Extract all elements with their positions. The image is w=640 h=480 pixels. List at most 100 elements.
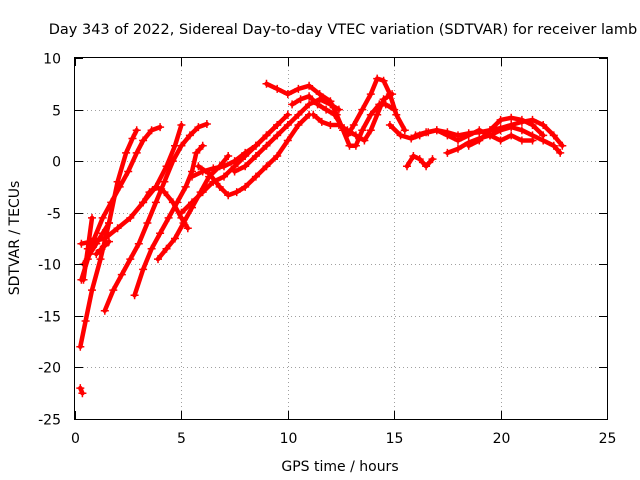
data-point — [188, 172, 196, 181]
data-point — [109, 286, 118, 295]
data-point — [496, 126, 505, 135]
data-point — [122, 148, 131, 157]
data-point — [262, 162, 271, 171]
data-point — [330, 110, 339, 119]
data-point — [128, 134, 137, 143]
axis-ticks: 0 5 10 15 20 25 -25 -20 -15 -10 -5 0 5 10 — [38, 52, 616, 448]
data-point — [251, 172, 260, 181]
series-line — [94, 239, 112, 257]
data-point — [539, 121, 548, 129]
data-point — [124, 167, 133, 176]
series-track-10 — [139, 182, 192, 233]
series-track-23 — [411, 126, 537, 145]
y-tick-label: -25 — [38, 413, 61, 429]
data-point — [198, 167, 207, 176]
y-tick-label: 10 — [43, 52, 61, 68]
data-point — [151, 182, 160, 191]
data-point — [262, 141, 271, 150]
data-point — [171, 234, 179, 243]
data-point — [407, 134, 416, 143]
data-point — [177, 208, 186, 217]
data-point — [464, 141, 473, 150]
data-point — [177, 141, 186, 150]
data-point — [100, 241, 109, 250]
data-point — [183, 224, 192, 233]
data-point — [294, 110, 303, 119]
data-point — [558, 141, 567, 150]
data-point — [215, 182, 224, 191]
data-point — [507, 113, 516, 122]
x-tick-label: 0 — [71, 431, 80, 447]
x-tick-label: 20 — [493, 431, 511, 447]
data-point — [78, 389, 87, 398]
data-point — [168, 157, 177, 166]
data-point — [366, 126, 375, 135]
data-point — [220, 162, 228, 171]
data-point — [92, 250, 101, 258]
data-point — [160, 188, 169, 197]
data-point — [126, 255, 135, 264]
data-point — [96, 245, 105, 254]
data-point — [283, 90, 292, 99]
data-point — [309, 110, 318, 119]
data-point — [117, 270, 126, 279]
data-point — [147, 244, 156, 253]
data-point — [283, 110, 292, 119]
data-point — [194, 123, 203, 132]
data-point — [422, 162, 431, 171]
data-point — [230, 157, 239, 166]
data-point — [185, 131, 194, 140]
data-point — [132, 148, 141, 157]
data-point — [105, 219, 113, 227]
data-point — [126, 213, 135, 222]
data-point — [79, 275, 88, 284]
data-point — [147, 126, 156, 135]
data-point — [454, 136, 462, 145]
data-point — [273, 121, 282, 129]
data-point — [549, 141, 558, 150]
data-point — [549, 131, 558, 140]
series-line — [132, 143, 205, 298]
data-point — [517, 126, 526, 135]
data-point — [156, 229, 165, 238]
data-point — [113, 224, 122, 233]
data-point — [76, 384, 85, 393]
x-axis-label: GPS time / hours — [281, 459, 398, 475]
data-point — [179, 219, 188, 227]
data-point — [139, 198, 148, 207]
data-point — [262, 79, 271, 88]
data-point — [334, 121, 343, 129]
data-point — [396, 131, 405, 140]
data-point — [326, 121, 335, 129]
data-point — [475, 126, 484, 135]
x-tick-label: 10 — [280, 431, 298, 447]
series-track-8 — [100, 120, 211, 315]
data-point — [92, 239, 101, 248]
data-point — [556, 148, 565, 157]
y-tick-label: 0 — [52, 155, 61, 171]
data-point — [98, 213, 107, 222]
data-point — [326, 97, 335, 106]
data-point — [351, 131, 360, 140]
data-point — [232, 188, 241, 197]
data-point — [486, 131, 494, 140]
data-point — [475, 136, 484, 145]
data-point — [517, 136, 526, 145]
data-point — [220, 172, 228, 181]
data-point — [230, 167, 239, 176]
data-point — [88, 286, 96, 295]
data-point — [296, 95, 305, 104]
data-point — [294, 84, 303, 93]
data-point — [132, 126, 141, 135]
data-point — [317, 117, 326, 126]
data-point — [139, 265, 148, 274]
data-point — [251, 152, 260, 160]
data-point — [83, 244, 92, 253]
y-tick-label: -5 — [47, 207, 61, 223]
data-point — [343, 126, 352, 135]
data-point — [251, 141, 260, 150]
data-point — [143, 219, 152, 227]
data-point — [517, 115, 526, 124]
data-point — [273, 84, 282, 93]
